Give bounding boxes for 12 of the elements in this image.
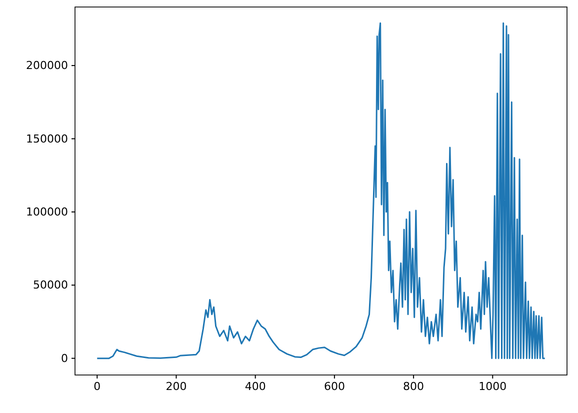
x-tick-label: 0: [94, 380, 101, 393]
y-tick-label: 200000: [26, 59, 68, 72]
y-tick-label: 0: [61, 352, 68, 365]
x-tick-label: 800: [403, 380, 424, 393]
x-tick-label: 600: [324, 380, 345, 393]
y-tick-label: 150000: [26, 132, 68, 146]
x-tick-label: 400: [244, 380, 266, 393]
x-tick-label: 200: [166, 380, 187, 393]
x-tick-label: 1000: [478, 380, 507, 393]
y-tick-label: 100000: [26, 205, 68, 218]
y-tick-label: 50000: [33, 278, 68, 292]
line-series: [96, 22, 546, 360]
